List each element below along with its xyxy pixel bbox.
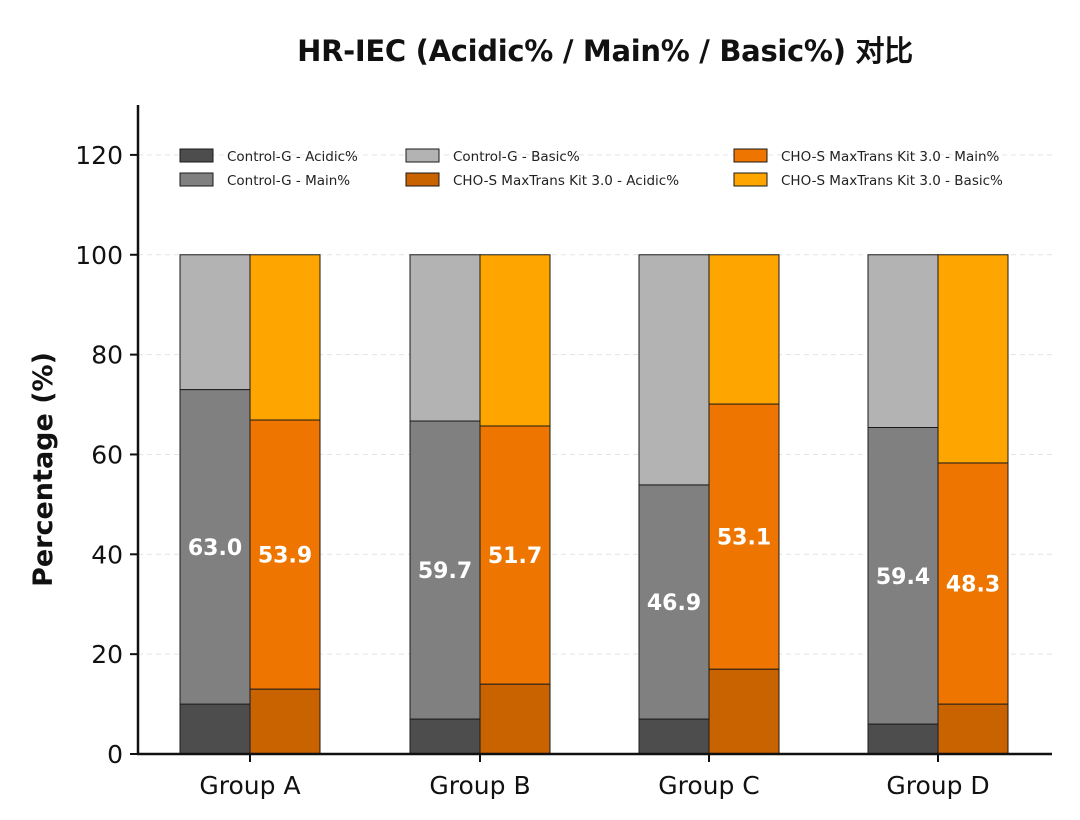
legend-swatch	[733, 148, 768, 163]
x-tick-label: Group C	[658, 771, 760, 800]
cho-s-maxtrans-kit-3-0-basic-bar	[479, 254, 551, 427]
legend-label: CHO-S MaxTrans Kit 3.0 - Acidic%	[453, 173, 679, 189]
bar-layer	[179, 254, 1009, 755]
cho-s-maxtrans-kit-3-0-acidic-bar	[249, 688, 321, 755]
legend-label: Control-G - Main%	[227, 173, 350, 189]
legend-swatch	[733, 172, 768, 187]
legend-swatch	[405, 172, 440, 187]
legend-label: Control-G - Basic%	[453, 149, 580, 165]
legend-swatch	[179, 148, 214, 163]
legend-label: Control-G - Acidic%	[227, 149, 358, 165]
bar-value-label: 53.1	[717, 526, 771, 551]
legend-swatch	[405, 148, 440, 163]
y-axis-title: Percentage (%)	[28, 352, 59, 587]
control-g-main-bar	[179, 389, 251, 705]
control-g-acidic-bar	[638, 718, 710, 755]
control-g-main-bar	[409, 420, 481, 720]
y-tick-label: 120	[75, 141, 123, 170]
y-tick-label: 60	[91, 440, 123, 469]
legend: Control-G - Acidic% Control-G - Main% Cont…	[179, 148, 1003, 189]
x-tick-label: Group B	[429, 771, 530, 800]
control-g-basic-bar	[179, 254, 251, 391]
bar-value-label: 46.9	[647, 591, 701, 616]
cho-s-maxtrans-kit-3-0-basic-bar	[708, 254, 780, 405]
cho-s-maxtrans-kit-3-0-main-bar	[479, 425, 551, 685]
legend-label: CHO-S MaxTrans Kit 3.0 - Basic%	[781, 173, 1003, 189]
bar-value-label: 59.4	[876, 565, 930, 590]
bar-value-label: 63.0	[188, 536, 242, 561]
bar-value-label: 48.3	[946, 573, 1000, 598]
y-tick-label: 0	[107, 740, 123, 769]
control-g-basic-bar	[867, 254, 939, 429]
control-g-basic-bar	[409, 254, 481, 422]
cho-s-maxtrans-kit-3-0-main-bar	[937, 462, 1009, 705]
x-tick-label: Group A	[199, 771, 300, 800]
control-g-acidic-bar	[409, 718, 481, 755]
bar-label-layer: 63.0 53.9 59.7 51.7 46.9 53.1 59.4 48.3	[188, 526, 1000, 616]
cho-s-maxtrans-kit-3-0-acidic-bar	[708, 668, 780, 755]
x-tick-label: Group D	[886, 771, 989, 800]
cho-s-maxtrans-kit-3-0-basic-bar	[249, 254, 321, 421]
axis-layer: 0 20 40 60 80 100 120 Group A Group B Group C Grou…	[28, 105, 1052, 800]
chart-title: HR-IEC (Acidic% / Main% / Basic%) 对比	[297, 34, 913, 68]
legend-swatch	[179, 172, 214, 187]
legend-label: CHO-S MaxTrans Kit 3.0 - Main%	[781, 149, 1000, 165]
bar-value-label: 59.7	[418, 559, 472, 584]
control-g-acidic-bar	[867, 723, 939, 755]
control-g-main-bar	[638, 484, 710, 720]
control-g-acidic-bar	[179, 703, 251, 755]
y-tick-label: 20	[91, 640, 123, 669]
cho-s-maxtrans-kit-3-0-acidic-bar	[479, 683, 551, 755]
control-g-basic-bar	[638, 254, 710, 486]
bar-value-label: 51.7	[488, 544, 542, 569]
bar-value-label: 53.9	[258, 544, 312, 569]
cho-s-maxtrans-kit-3-0-main-bar	[708, 403, 780, 670]
cho-s-maxtrans-kit-3-0-acidic-bar	[937, 703, 1009, 755]
control-g-main-bar	[867, 427, 939, 725]
y-tick-label: 40	[91, 540, 123, 569]
y-tick-label: 80	[91, 341, 123, 370]
cho-s-maxtrans-kit-3-0-basic-bar	[937, 254, 1009, 464]
y-tick-label: 100	[75, 241, 123, 270]
